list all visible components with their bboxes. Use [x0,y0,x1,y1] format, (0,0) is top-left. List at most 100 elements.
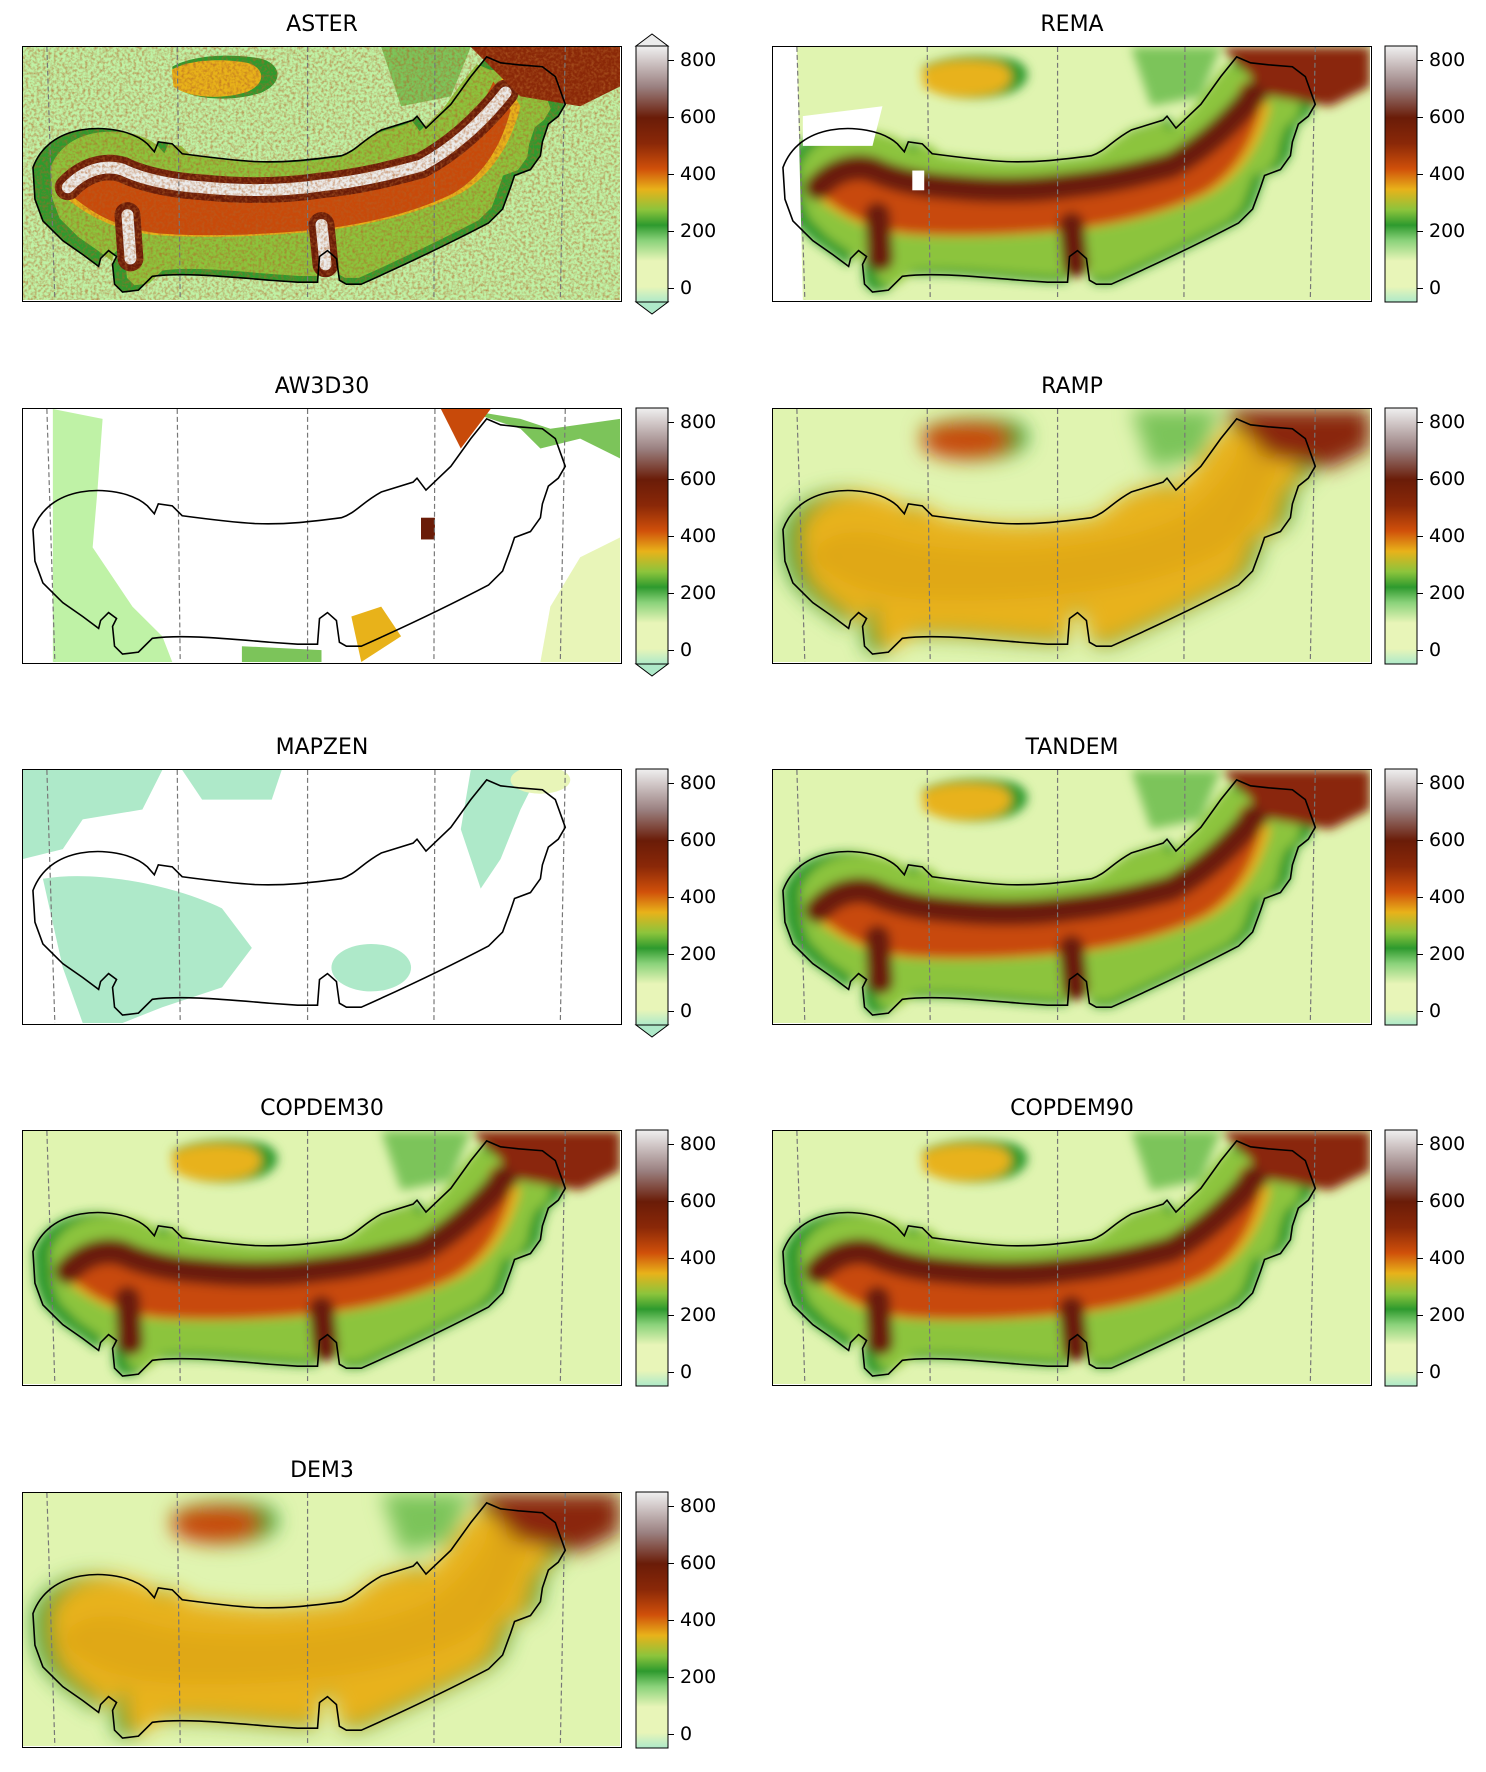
colorbar-gradient [635,1129,669,1387]
colorbar-tick-label: 200 [680,581,717,604]
ice-shelf-outline [782,1139,1317,1377]
dem-map-rema [772,46,1372,302]
colorbar-tick [668,783,674,785]
colorbar-tick-label: 0 [680,1722,693,1745]
colorbar-tick-label: 0 [1429,638,1442,661]
colorbar-tick [668,592,674,595]
ice-shelf-outline [782,417,1317,655]
colorbar-tick [668,1506,674,1508]
colorbar-tick-label: 200 [680,942,717,965]
elevation-raster [23,1493,620,1746]
colorbar: 800 600 400 200 0 [635,1129,716,1387]
colorbar-tick [1417,953,1423,956]
colorbar-tick-label: 600 [680,829,717,852]
colorbar-tick-label: 400 [1429,163,1466,185]
colorbar-tick-label: 600 [1429,106,1466,129]
colorbar-tick-label: 800 [1429,49,1466,72]
elevation-raster [23,770,620,1023]
panel-title: RAMP [1041,374,1103,399]
colorbar-tick [1417,174,1423,176]
colorbar-tick [1417,592,1423,595]
colorbar-tick [668,174,674,176]
colorbar: 800 600 400 200 0 [1384,407,1465,665]
elevation-raster [773,1131,1370,1384]
panel-title: COPDEM30 [260,1096,384,1121]
ice-shelf-outline [32,55,567,293]
colorbar-tick [668,840,674,842]
colorbar-tick [668,1733,674,1735]
colorbar-tick-label: 200 [1429,1303,1466,1326]
colorbar-tick [1417,1371,1423,1373]
colorbar: 800 600 400 200 0 [635,1491,716,1749]
colorbar-tick-label: 800 [1429,411,1466,434]
dem-map-tandem [772,769,1372,1025]
colorbar-tick-label: 200 [680,219,717,242]
colorbar-tick-label: 600 [1429,1190,1466,1213]
colorbar-tick [1417,60,1423,62]
ice-shelf-outline [32,778,567,1016]
colorbar-tick [668,1010,674,1012]
colorbar-tick [1417,422,1423,424]
colorbar-tick [1417,1144,1423,1146]
colorbar-tick [668,1371,674,1373]
colorbar-tick-label: 400 [680,1247,717,1269]
colorbar-tick [668,117,674,119]
panel-title: ASTER [286,12,358,37]
colorbar-tick [668,60,674,62]
ice-shelf-outline [782,778,1317,1016]
colorbar-tick [1417,117,1423,119]
colorbar-tick-label: 0 [680,999,693,1022]
colorbar-tick-label: 800 [680,772,717,795]
colorbar-tick-label: 800 [680,1133,717,1156]
dem-map-aster [22,46,622,302]
colorbar: 800 600 400 200 0 [1384,1129,1465,1387]
colorbar-tick [668,1258,674,1260]
dem-map-aw3d30 [22,408,622,664]
colorbar-tick [668,1563,674,1565]
panel-title: COPDEM90 [1010,1096,1134,1121]
colorbar: 800 600 400 200 0 [1384,768,1465,1026]
colorbar-tick [668,422,674,424]
colorbar-gradient [635,1491,669,1749]
colorbar-tick-label: 800 [680,411,717,434]
colorbar-tick-label: 800 [680,1495,717,1518]
colorbar-tick [668,649,674,651]
dem-map-mapzen [22,769,622,1025]
colorbar-tick [1417,287,1423,289]
colorbar-tick [668,1620,674,1622]
colorbar-tick-label: 600 [1429,468,1466,491]
elevation-raster [773,770,1370,1023]
colorbar-tick [668,287,674,289]
colorbar-tick [1417,649,1423,651]
colorbar-tick [1417,897,1423,899]
colorbar-gradient [634,33,670,315]
colorbar-tick-label: 600 [1429,829,1466,852]
colorbar: 800 600 400 200 0 [1384,45,1465,303]
colorbar-tick [1417,783,1423,785]
colorbar-tick [668,897,674,899]
ice-shelf-outline [32,1501,567,1739]
colorbar-tick [1417,536,1423,538]
colorbar-tick-label: 400 [1429,886,1466,908]
colorbar-tick-label: 0 [1429,999,1442,1022]
colorbar-tick [1417,479,1423,481]
colorbar-tick-label: 0 [1429,276,1442,299]
colorbar-tick-label: 400 [680,1609,717,1631]
colorbar-tick-label: 600 [680,1552,717,1575]
colorbar-gradient [1384,768,1418,1026]
colorbar-gradient [1384,45,1418,303]
dem-map-copdem30 [22,1130,622,1386]
colorbar-tick-label: 800 [680,49,717,72]
elevation-raster [773,409,1370,662]
panel-title: DEM3 [290,1458,354,1483]
ice-shelf-outline [32,1139,567,1377]
colorbar-tick-label: 400 [680,525,717,547]
panel-title: REMA [1040,12,1104,37]
panel-title: MAPZEN [275,735,369,760]
colorbar-tick [668,953,674,956]
panel-title: TANDEM [1025,735,1119,760]
colorbar-tick-label: 0 [680,1360,693,1383]
colorbar-tick [668,1676,674,1679]
colorbar: 800 600 400 200 0 [634,768,716,1038]
colorbar: 800 600 400 200 0 [634,407,716,677]
